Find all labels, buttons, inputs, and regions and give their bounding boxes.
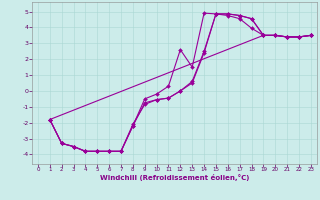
X-axis label: Windchill (Refroidissement éolien,°C): Windchill (Refroidissement éolien,°C) — [100, 174, 249, 181]
